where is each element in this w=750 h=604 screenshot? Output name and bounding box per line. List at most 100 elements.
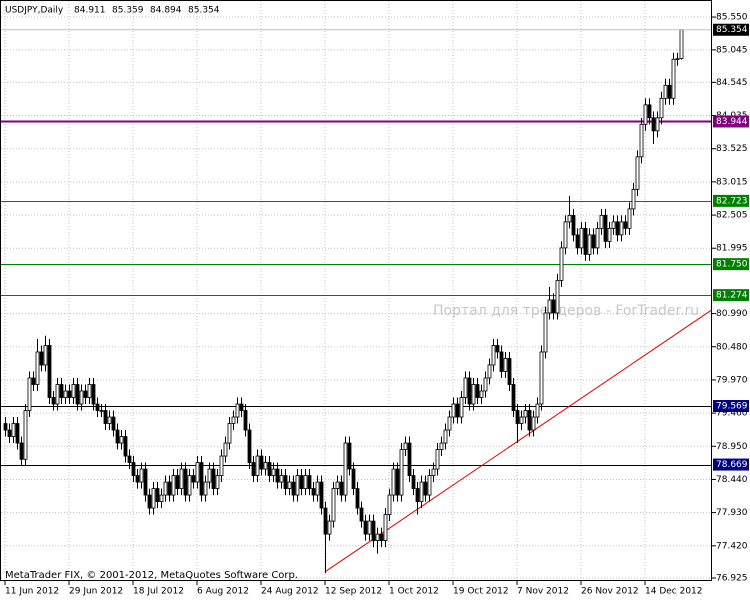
candle-body <box>415 488 420 502</box>
price-tag <box>713 115 749 128</box>
candle-body <box>431 468 436 476</box>
candle-body <box>111 416 116 431</box>
low-value: 84.894 <box>150 6 182 16</box>
candle-body <box>171 475 176 496</box>
candle-body <box>583 227 588 255</box>
candle-body <box>411 475 416 489</box>
candle-body <box>615 221 620 236</box>
candle-body <box>527 410 532 431</box>
candle-body <box>483 377 488 392</box>
candle-body <box>295 475 300 496</box>
candle-body <box>75 384 80 405</box>
candle-body <box>391 468 396 496</box>
candle-body <box>195 462 200 483</box>
y-tick-label: 78.440 <box>716 475 748 485</box>
candle-body <box>135 475 140 483</box>
candle-body <box>27 377 32 411</box>
candle-body <box>231 416 236 424</box>
candle-body <box>383 514 388 541</box>
trendline <box>324 309 711 573</box>
candle-body <box>319 481 324 509</box>
footer-bg <box>3 569 293 580</box>
y-tick-label: 80.480 <box>716 342 748 352</box>
y-tick-label: 81.995 <box>716 244 748 254</box>
candle-body <box>519 416 524 424</box>
y-tick-label: 77.930 <box>716 508 748 518</box>
candle-body <box>423 481 428 496</box>
x-tick-label: 11 Jun 2012 <box>5 587 59 597</box>
candle-body <box>399 449 404 496</box>
candle-body <box>631 188 636 210</box>
candle-body <box>63 390 68 398</box>
candle-body <box>119 436 124 444</box>
candle-body <box>595 227 600 249</box>
candle-body <box>515 410 520 424</box>
candle-body <box>443 429 448 444</box>
candle-body <box>407 442 412 476</box>
candle-body <box>263 462 268 470</box>
candle-body <box>419 481 424 502</box>
candle-body <box>315 481 320 496</box>
candle-body <box>331 488 336 522</box>
price-tag <box>713 258 749 271</box>
plot: Портал для трейдеров - ForTrader.ru <box>1 1 711 580</box>
candle-body <box>667 84 672 99</box>
candle-body <box>67 390 72 398</box>
candle-body <box>643 104 648 125</box>
candle-body <box>651 117 656 132</box>
candle-body <box>427 475 432 496</box>
candle-body <box>223 442 228 457</box>
price-tag-label: 82.723 <box>716 196 748 206</box>
candle-body <box>587 234 592 255</box>
candle-body <box>291 481 296 496</box>
price-tag <box>713 458 749 471</box>
candle-body <box>55 384 60 405</box>
candle-body <box>151 488 156 509</box>
candle-body <box>607 227 612 242</box>
candle-body <box>459 397 464 418</box>
candle-body <box>455 403 460 418</box>
candle-body <box>227 423 232 444</box>
candle-body <box>211 468 216 489</box>
candle-body <box>511 384 516 411</box>
candle-body <box>115 429 120 444</box>
candle-body <box>579 227 584 249</box>
candle-body <box>339 481 344 496</box>
y-tick-label: 84.545 <box>716 78 748 88</box>
candle-body <box>439 442 444 450</box>
candle-body <box>559 247 564 281</box>
candle-body <box>87 384 92 398</box>
candle-body <box>435 449 440 470</box>
candle-body <box>275 468 280 483</box>
candle-body <box>523 410 528 418</box>
candle-body <box>267 462 272 476</box>
candle-body <box>351 468 356 489</box>
candle-body <box>91 384 96 405</box>
candle-body <box>447 416 452 431</box>
candle-body <box>127 455 132 463</box>
y-tick-label: 79.460 <box>716 409 748 419</box>
candle-body <box>507 358 512 385</box>
price-tag <box>713 194 749 207</box>
candle-body <box>59 384 64 398</box>
y-tick-label: 79.970 <box>716 375 748 385</box>
candle-body <box>487 364 492 379</box>
candle-body <box>283 475 288 489</box>
candle-body <box>99 410 104 412</box>
candle-body <box>139 468 144 483</box>
candle-body <box>563 221 568 249</box>
candle-body <box>39 351 44 366</box>
x-tick-label: 19 Oct 2012 <box>453 587 509 597</box>
candle-body <box>395 468 400 496</box>
price-tag <box>713 400 749 413</box>
candle-body <box>19 442 24 460</box>
candle-body <box>355 488 360 509</box>
candle-body <box>147 494 152 509</box>
candle-body <box>575 234 580 249</box>
candle-body <box>551 299 556 314</box>
candle-body <box>95 403 100 411</box>
candle-body <box>539 351 544 405</box>
candle-body <box>655 117 660 132</box>
